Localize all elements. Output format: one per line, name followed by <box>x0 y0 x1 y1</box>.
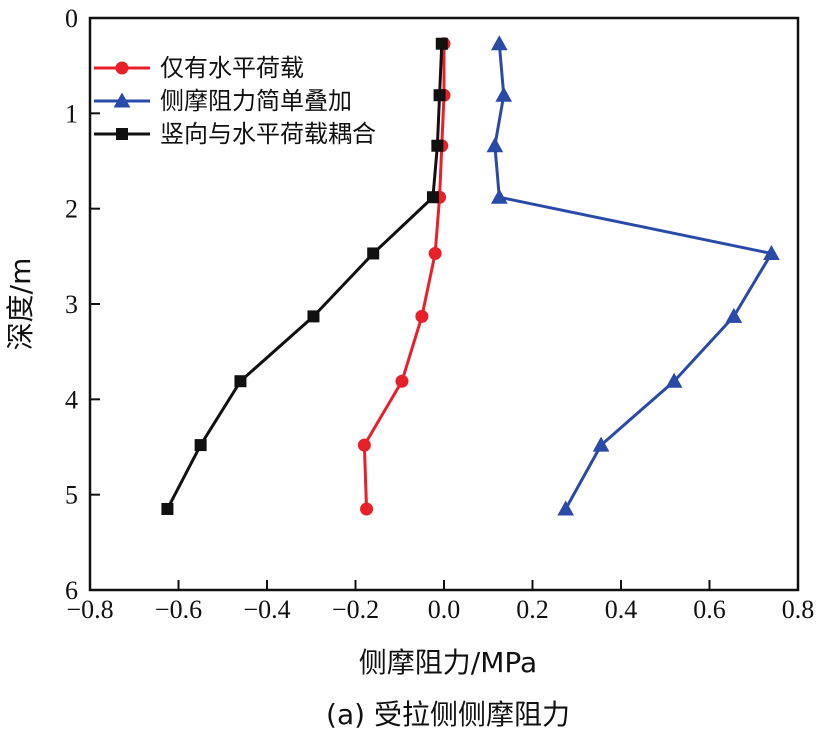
x-tick-label: 0.6 <box>693 595 726 624</box>
x-tick-label: −0.8 <box>66 595 113 624</box>
y-tick-label: 1 <box>65 99 78 128</box>
data-point <box>763 244 780 260</box>
series-3 <box>161 37 448 515</box>
data-point <box>486 137 504 153</box>
x-axis-title: 侧摩阻力/MPa <box>359 646 537 679</box>
y-tick-label: 4 <box>65 385 78 414</box>
y-tick-label: 6 <box>65 576 78 605</box>
data-point <box>433 89 446 102</box>
data-point <box>725 307 743 323</box>
legend-label: 侧摩阻力简单叠加 <box>160 87 352 115</box>
data-point <box>415 309 429 323</box>
data-point <box>395 374 409 388</box>
data-point <box>357 438 371 452</box>
legend-item-2: 侧摩阻力简单叠加 <box>94 87 352 115</box>
y-tick-label: 2 <box>65 195 78 224</box>
data-point <box>435 37 448 50</box>
data-point <box>360 502 374 516</box>
data-point <box>490 188 508 204</box>
x-tick-label: 0.2 <box>516 595 549 624</box>
series-line <box>493 43 773 510</box>
legend-marker <box>115 61 129 75</box>
x-tick-label: 0.8 <box>782 595 815 624</box>
data-point <box>665 372 683 388</box>
legend-item-3: 竖向与水平荷载耦合 <box>94 120 376 148</box>
data-point <box>194 439 207 452</box>
data-point <box>426 191 439 204</box>
y-tick-label: 0 <box>65 4 78 33</box>
y-axis-title: 深度/m <box>4 258 37 351</box>
legend-label: 仅有水平荷载 <box>160 54 304 82</box>
data-point <box>431 139 444 152</box>
y-tick-label: 5 <box>65 481 78 510</box>
data-point <box>234 375 247 388</box>
x-tick-label: −0.4 <box>243 595 290 624</box>
data-point <box>428 246 442 260</box>
series-line <box>362 43 446 510</box>
data-point <box>367 247 380 260</box>
x-tick-label: −0.6 <box>155 595 202 624</box>
x-tick-label: 0.4 <box>605 595 638 624</box>
legend-marker <box>116 128 128 140</box>
data-point <box>495 86 513 102</box>
x-tick-label: −0.2 <box>332 595 379 624</box>
series-1 <box>357 37 451 516</box>
data-point <box>307 310 320 323</box>
y-tick-label: 3 <box>65 290 78 319</box>
legend-label: 竖向与水平荷载耦合 <box>160 120 376 148</box>
legend-item-1: 仅有水平荷载 <box>94 54 304 82</box>
chart-caption: (a) 受拉侧侧摩阻力 <box>326 698 570 731</box>
legend-marker <box>113 92 131 108</box>
series-2 <box>486 35 780 516</box>
data-point <box>557 500 575 516</box>
x-tick-label: 0.0 <box>428 595 461 624</box>
data-point <box>490 35 508 51</box>
data-point <box>161 502 174 515</box>
data-point <box>592 436 610 452</box>
